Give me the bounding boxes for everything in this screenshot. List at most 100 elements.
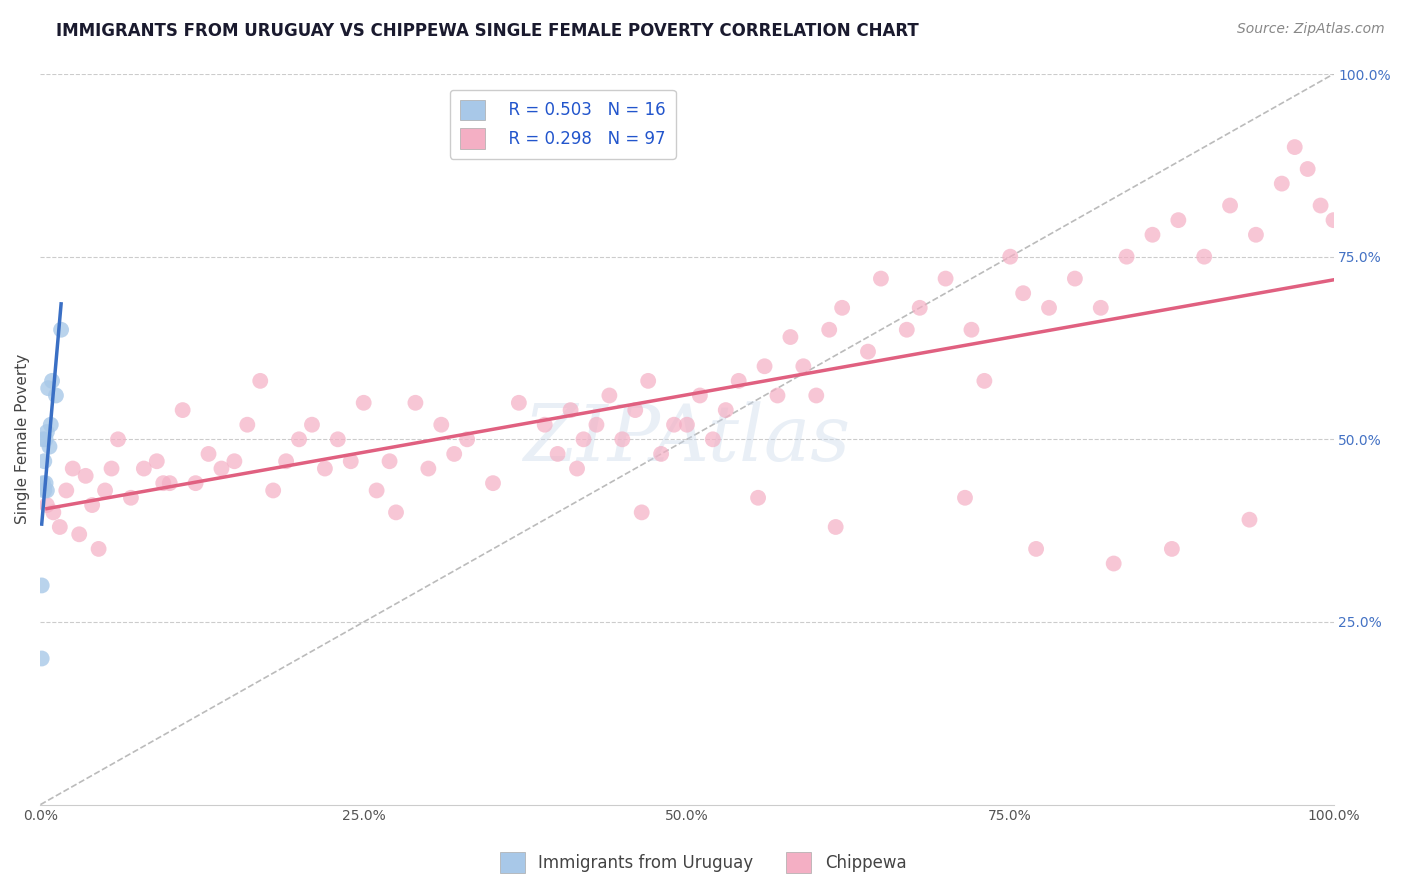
Point: [508, 396, 530, 410]
Point: [973, 374, 995, 388]
Point: [456, 433, 478, 447]
Point: [572, 433, 595, 447]
Point: [650, 447, 672, 461]
Point: [662, 417, 685, 432]
Point: [533, 417, 555, 432]
Point: [107, 433, 129, 447]
Point: [224, 454, 246, 468]
Point: [1322, 213, 1344, 227]
Point: [366, 483, 388, 498]
Legend: Immigrants from Uruguay, Chippewa: Immigrants from Uruguay, Chippewa: [494, 846, 912, 880]
Point: [34, 454, 56, 468]
Point: [896, 323, 918, 337]
Point: [1239, 513, 1261, 527]
Point: [385, 505, 408, 519]
Point: [624, 403, 647, 417]
Point: [404, 396, 426, 410]
Point: [34, 483, 56, 498]
Point: [856, 344, 879, 359]
Point: [326, 433, 349, 447]
Point: [443, 447, 465, 461]
Point: [38, 440, 60, 454]
Point: [1090, 301, 1112, 315]
Point: [1012, 286, 1035, 301]
Point: [612, 433, 634, 447]
Point: [159, 476, 181, 491]
Point: [565, 461, 588, 475]
Point: [430, 417, 453, 432]
Point: [1000, 250, 1022, 264]
Point: [1038, 301, 1060, 315]
Point: [1309, 198, 1331, 212]
Point: [35, 483, 58, 498]
Point: [146, 454, 169, 468]
Point: [953, 491, 976, 505]
Point: [1160, 541, 1182, 556]
Point: [31, 578, 53, 592]
Point: [1219, 198, 1241, 212]
Point: [211, 461, 233, 475]
Point: [67, 527, 90, 541]
Point: [754, 359, 776, 374]
Text: Source: ZipAtlas.com: Source: ZipAtlas.com: [1237, 22, 1385, 37]
Point: [870, 271, 893, 285]
Point: [1192, 250, 1215, 264]
Point: [560, 403, 582, 417]
Point: [39, 417, 62, 432]
Point: [547, 447, 569, 461]
Point: [714, 403, 737, 417]
Point: [766, 388, 789, 402]
Point: [353, 396, 375, 410]
Point: [378, 454, 401, 468]
Point: [100, 461, 122, 475]
Point: [1142, 227, 1164, 242]
Point: [32, 476, 55, 491]
Point: [42, 505, 65, 519]
Point: [792, 359, 814, 374]
Point: [55, 483, 77, 498]
Point: [184, 476, 207, 491]
Point: [637, 374, 659, 388]
Point: [120, 491, 142, 505]
Point: [87, 541, 110, 556]
Point: [908, 301, 931, 315]
Y-axis label: Single Female Poverty: Single Female Poverty: [15, 354, 30, 524]
Point: [35, 425, 58, 439]
Point: [1284, 140, 1306, 154]
Point: [702, 433, 724, 447]
Point: [49, 323, 72, 337]
Point: [585, 417, 607, 432]
Point: [32, 433, 55, 447]
Point: [45, 388, 67, 402]
Point: [806, 388, 828, 402]
Point: [314, 461, 336, 475]
Point: [689, 388, 711, 402]
Point: [31, 651, 53, 665]
Point: [747, 491, 769, 505]
Point: [598, 388, 620, 402]
Point: [34, 433, 56, 447]
Point: [1115, 250, 1137, 264]
Point: [197, 447, 219, 461]
Point: [630, 505, 652, 519]
Point: [236, 417, 259, 432]
Point: [1102, 557, 1125, 571]
Point: [49, 520, 72, 534]
Point: [482, 476, 505, 491]
Point: [1025, 541, 1047, 556]
Point: [831, 301, 853, 315]
Point: [152, 476, 174, 491]
Point: [75, 468, 97, 483]
Text: ZIPAtlas: ZIPAtlas: [523, 401, 851, 477]
Point: [35, 498, 58, 512]
Legend:   R = 0.503   N = 16,   R = 0.298   N = 97: R = 0.503 N = 16, R = 0.298 N = 97: [450, 90, 675, 159]
Point: [960, 323, 983, 337]
Point: [1244, 227, 1267, 242]
Point: [824, 520, 846, 534]
Point: [41, 374, 63, 388]
Point: [249, 374, 271, 388]
Point: [935, 271, 957, 285]
Point: [288, 433, 311, 447]
Point: [727, 374, 749, 388]
Point: [82, 498, 104, 512]
